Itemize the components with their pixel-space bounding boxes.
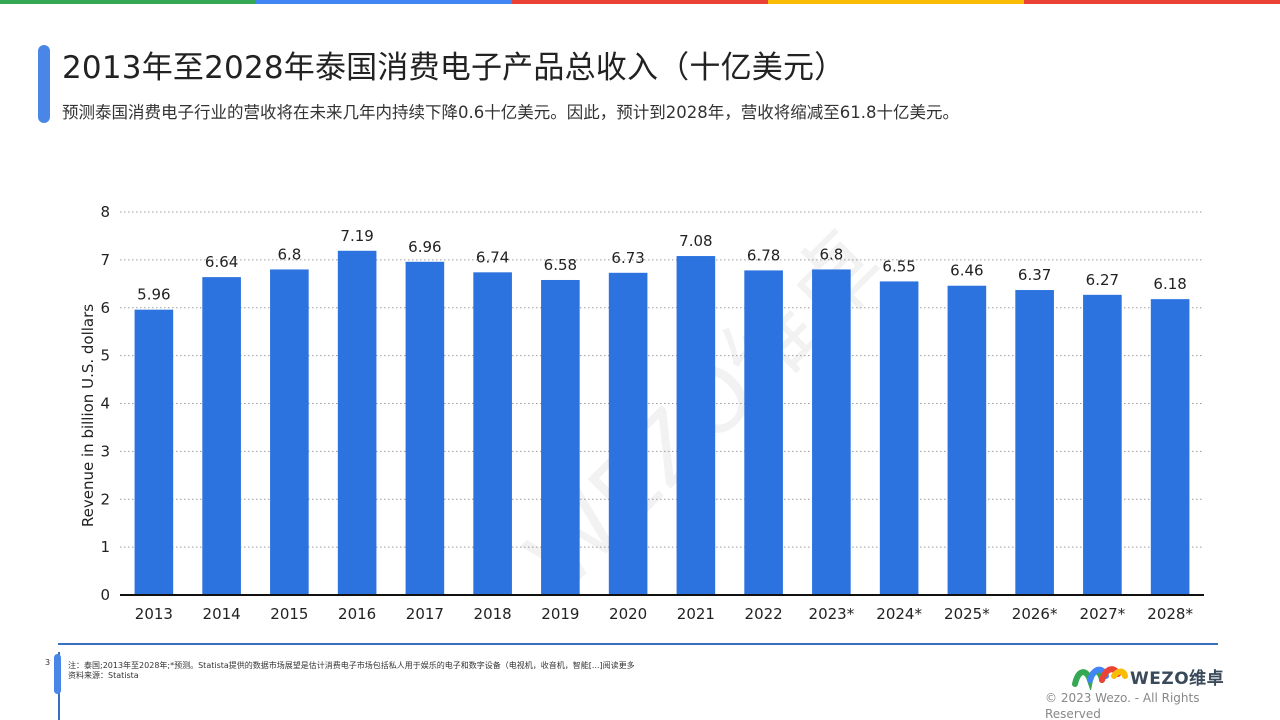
bar-2015 bbox=[270, 269, 309, 595]
data-label-2020: 6.73 bbox=[611, 249, 644, 267]
bar-2023* bbox=[812, 269, 851, 595]
bars bbox=[134, 250, 1190, 595]
data-label-2021: 7.08 bbox=[679, 232, 712, 250]
data-label-2013: 5.96 bbox=[137, 286, 170, 304]
bar-2025* bbox=[947, 285, 987, 595]
x-tick-label: 2015 bbox=[270, 605, 308, 623]
x-tick-label: 2025* bbox=[944, 605, 990, 623]
y-tick-label: 8 bbox=[100, 203, 110, 221]
data-label-2016: 7.19 bbox=[340, 227, 373, 245]
page-number: 3 bbox=[45, 658, 51, 667]
x-tick-label: 2027* bbox=[1080, 605, 1126, 623]
bar-2019 bbox=[541, 279, 580, 595]
bar-2017 bbox=[405, 261, 445, 595]
data-label-2028*: 6.18 bbox=[1153, 275, 1186, 293]
y-tick-label: 0 bbox=[100, 586, 110, 604]
top-color-bar bbox=[0, 0, 1280, 4]
bar-2021 bbox=[676, 256, 716, 595]
top-bar-segment bbox=[256, 0, 512, 4]
bar-2020 bbox=[608, 272, 648, 595]
y-tick-label: 2 bbox=[100, 490, 110, 508]
y-tick-label: 4 bbox=[100, 395, 110, 413]
x-tick-label: 2023* bbox=[809, 605, 855, 623]
bar-2026* bbox=[1015, 290, 1054, 595]
bar-2027* bbox=[1083, 294, 1122, 595]
y-tick-label: 7 bbox=[100, 251, 110, 269]
x-tick-label: 2024* bbox=[876, 605, 922, 623]
y-tick-label: 3 bbox=[100, 442, 110, 460]
top-bar-segment bbox=[1024, 0, 1280, 4]
x-tick-label: 2020 bbox=[609, 605, 647, 623]
data-labels: 5.96 6.64 6.8 7.19 6.96 6.74 6.58 6.73 7.08 6.78 6… bbox=[137, 227, 1187, 304]
y-tick-label: 1 bbox=[100, 538, 110, 556]
copyright-text: © 2023 Wezo. - All Rights Reserved bbox=[1045, 691, 1200, 720]
x-tick-label: 2016 bbox=[338, 605, 376, 623]
data-label-2026*: 6.37 bbox=[1018, 266, 1051, 284]
bar-2022 bbox=[744, 270, 783, 595]
footnote: 注：泰国;2013年至2028年;*预测。Statista提供的数据市场展望是估… bbox=[68, 661, 635, 670]
bar-chart: 0 1 2 3 4 5 6 7 8 5.96 6.64 6.8 7.19 6.96 6.74 6.58 6.7… bbox=[79, 203, 1204, 623]
data-label-2024*: 6.55 bbox=[882, 257, 915, 275]
y-tick-label: 5 bbox=[100, 347, 110, 365]
source-note: 资料来源：Statista bbox=[68, 671, 139, 680]
data-label-2019: 6.58 bbox=[544, 256, 577, 274]
y-tick-label: 6 bbox=[100, 299, 110, 317]
data-label-2023*: 6.8 bbox=[819, 245, 843, 263]
top-bar-segment bbox=[768, 0, 1024, 4]
x-tick-label: 2026* bbox=[1012, 605, 1058, 623]
data-label-2025*: 6.46 bbox=[950, 262, 983, 280]
x-tick-label: 2021 bbox=[677, 605, 715, 623]
bar-2016 bbox=[337, 250, 377, 595]
bar-2024* bbox=[879, 281, 919, 595]
page-subtitle: 预测泰国消费电子行业的营收将在未来几年内持续下降0.6十亿美元。因此，预计到20… bbox=[62, 103, 959, 122]
brand-logo-block: WEZO维卓 bbox=[1072, 662, 1224, 690]
brand-name: WEZO维卓 bbox=[1130, 668, 1225, 689]
bar-2018 bbox=[473, 272, 512, 595]
x-tick-label: 2017 bbox=[406, 605, 444, 623]
data-label-2022: 6.78 bbox=[747, 246, 780, 264]
footer-accent-bar bbox=[54, 654, 61, 694]
top-bar-segment bbox=[0, 0, 256, 4]
top-bar-segment bbox=[512, 0, 768, 4]
data-label-2015: 6.8 bbox=[277, 245, 301, 263]
x-axis-ticks: 2013 2014 2015 2016 2017 2018 2019 2020 2021 2022… bbox=[135, 605, 1194, 623]
bar-2013 bbox=[134, 309, 174, 595]
x-tick-label: 2018 bbox=[474, 605, 512, 623]
x-tick-label: 2028* bbox=[1147, 605, 1193, 623]
y-axis-label: Revenue in billion U.S. dollars bbox=[79, 304, 97, 527]
data-label-2027*: 6.27 bbox=[1086, 271, 1119, 289]
x-tick-label: 2014 bbox=[203, 605, 241, 623]
y-axis-ticks: 0 1 2 3 4 5 6 7 8 bbox=[100, 203, 110, 604]
title-accent-bar bbox=[38, 45, 50, 123]
x-tick-label: 2019 bbox=[541, 605, 579, 623]
data-label-2018: 6.74 bbox=[476, 248, 509, 266]
data-label-2014: 6.64 bbox=[205, 253, 238, 271]
data-label-2017: 6.96 bbox=[408, 238, 441, 256]
page-title: 2013年至2028年泰国消费电子产品总收入（十亿美元） bbox=[62, 50, 846, 86]
x-tick-label: 2013 bbox=[135, 605, 173, 623]
bar-2014 bbox=[202, 277, 241, 595]
bar-2028* bbox=[1150, 299, 1190, 595]
wezo-logo-icon bbox=[1072, 666, 1128, 690]
footer-divider bbox=[58, 643, 1218, 645]
x-tick-label: 2022 bbox=[745, 605, 783, 623]
